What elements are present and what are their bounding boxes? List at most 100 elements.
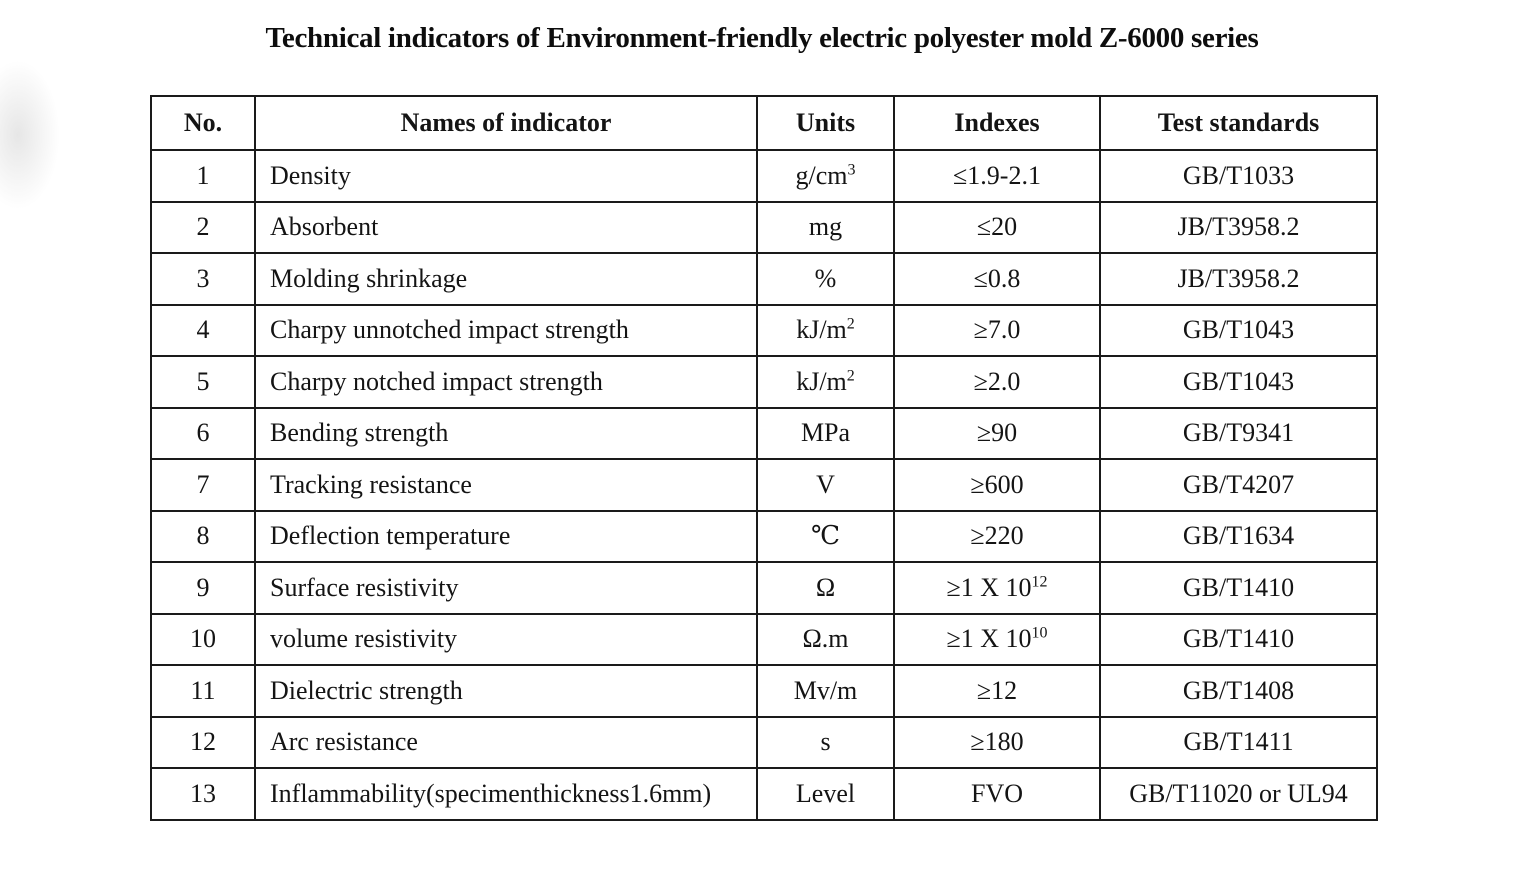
row-number-text: 13 — [190, 778, 216, 808]
indicator-unit-text: Ω.m — [802, 624, 849, 654]
row-number: 13 — [150, 767, 256, 821]
indicator-unit: Ω — [756, 561, 895, 615]
indicator-name: Deflection temperature — [254, 509, 758, 563]
indicator-unit-text: Level — [795, 778, 856, 808]
indicator-name: Surface resistivity — [254, 561, 758, 615]
indicator-index-text: ≥600 — [970, 469, 1024, 499]
indicator-name-text: Density — [270, 160, 351, 190]
table-row: 13 Inflammability(specimenthickness1.6mm)… — [150, 767, 1378, 821]
test-standard-text: JB/T3958.2 — [1177, 212, 1300, 242]
row-number: 2 — [150, 200, 256, 254]
indicator-index: ≤0.8 — [893, 252, 1101, 306]
row-number: 11 — [150, 664, 256, 718]
indicator-name: Dielectric strength — [254, 664, 758, 718]
indicator-index-text: ≥12 — [976, 675, 1018, 705]
test-standard-text: GB/T4207 — [1182, 469, 1295, 499]
indicator-index-text: ≥90 — [976, 418, 1018, 448]
row-number: 8 — [150, 509, 256, 563]
row-number: 4 — [150, 303, 256, 357]
test-standard-text: GB/T1043 — [1182, 315, 1295, 345]
header-no: No. — [150, 95, 256, 151]
indicator-unit-text: Mv/m — [793, 675, 858, 705]
indicator-index: ≥220 — [893, 509, 1101, 563]
indicator-name-text: Dielectric strength — [270, 675, 463, 705]
indicator-name-text: Surface resistivity — [270, 572, 459, 602]
indicator-index: ≥90 — [893, 406, 1101, 460]
indicator-name: Bending strength — [254, 406, 758, 460]
test-standard: GB/T1411 — [1099, 715, 1378, 769]
row-number: 3 — [150, 252, 256, 306]
indicator-index: ≥1 X 1010 — [893, 612, 1101, 666]
test-standard-text: GB/T1043 — [1182, 366, 1295, 396]
test-standard: GB/T1043 — [1099, 355, 1378, 409]
indicator-unit-text: kJ/m — [796, 366, 847, 396]
header-name: Names of indicator — [254, 95, 758, 151]
indicator-index-text: ≥220 — [970, 521, 1024, 551]
indicator-index: ≤20 — [893, 200, 1101, 254]
indicator-name-text: Absorbent — [270, 212, 379, 242]
indicator-name: Molding shrinkage — [254, 252, 758, 306]
indicator-index-text: ≤1.9-2.1 — [953, 160, 1041, 190]
test-standard-text: GB/T1411 — [1183, 727, 1294, 757]
test-standard: GB/T1033 — [1099, 149, 1378, 203]
indicator-unit: Ω.m — [756, 612, 895, 666]
indicator-unit-superscript: 2 — [846, 367, 855, 385]
indicator-name: volume resistivity — [254, 612, 758, 666]
indicator-index-text: FVO — [970, 778, 1023, 808]
indicator-unit: kJ/m2 — [756, 355, 895, 409]
test-standard: GB/T9341 — [1099, 406, 1378, 460]
row-number-text: 7 — [196, 469, 210, 499]
row-number-text: 4 — [196, 315, 210, 345]
indicator-name: Absorbent — [254, 200, 758, 254]
indicator-unit-text: Ω — [815, 572, 836, 602]
test-standard-text: GB/T11020 or UL94 — [1129, 778, 1348, 808]
indicator-unit: Mv/m — [756, 664, 895, 718]
table-row: 4 Charpy unnotched impact strength kJ/m2 ≥7… — [150, 303, 1378, 357]
indicator-unit-text: mg — [808, 212, 843, 242]
indicator-name-text: Bending strength — [270, 418, 449, 448]
indicator-unit-text: % — [814, 263, 837, 293]
row-number-text: 12 — [190, 727, 216, 757]
indicator-name-text: Tracking resistance — [270, 469, 472, 499]
test-standard: GB/T1410 — [1099, 561, 1378, 615]
indicator-index-text: ≤0.8 — [973, 263, 1021, 293]
row-number-text: 1 — [196, 160, 210, 190]
test-standard-text: GB/T1410 — [1182, 624, 1295, 654]
header-indexes: Indexes — [893, 95, 1101, 151]
indicator-name: Arc resistance — [254, 715, 758, 769]
indicator-unit-text: g/cm — [795, 160, 848, 190]
header-units: Units — [756, 95, 895, 151]
indicator-name-text: Charpy unnotched impact strength — [270, 315, 629, 345]
row-number-text: 2 — [196, 212, 210, 242]
test-standard-text: GB/T9341 — [1182, 418, 1295, 448]
indicator-name: Inflammability(specimenthickness1.6mm) — [254, 767, 758, 821]
test-standard: GB/T1410 — [1099, 612, 1378, 666]
row-number-text: 3 — [196, 263, 210, 293]
indicator-index: ≥2.0 — [893, 355, 1101, 409]
row-number-text: 9 — [196, 572, 210, 602]
indicator-index: ≤1.9-2.1 — [893, 149, 1101, 203]
indicator-name: Charpy unnotched impact strength — [254, 303, 758, 357]
test-standard-text: GB/T1634 — [1182, 521, 1295, 551]
row-number-text: 5 — [196, 366, 210, 396]
indicator-unit: g/cm3 — [756, 149, 895, 203]
table-row: 9 Surface resistivity Ω ≥1 X 1012 GB/T1410 — [150, 561, 1378, 615]
indicator-name: Tracking resistance — [254, 458, 758, 512]
row-number-text: 10 — [190, 624, 216, 654]
test-standard: JB/T3958.2 — [1099, 252, 1378, 306]
indicator-unit-text: s — [820, 727, 831, 757]
indicator-index: ≥600 — [893, 458, 1101, 512]
indicator-index: ≥1 X 1012 — [893, 561, 1101, 615]
indicator-index: FVO — [893, 767, 1101, 821]
row-number: 5 — [150, 355, 256, 409]
indicator-name-text: Molding shrinkage — [270, 263, 468, 293]
row-number: 10 — [150, 612, 256, 666]
header-standards: Test standards — [1099, 95, 1378, 151]
row-number-text: 11 — [190, 675, 216, 705]
indicator-unit: ℃ — [756, 509, 895, 563]
table-header-row: No. Names of indicator Units Indexes Tes… — [150, 95, 1378, 151]
table-row: 1 Density g/cm3 ≤1.9-2.1 GB/T1033 — [150, 149, 1378, 203]
indicator-index-superscript: 10 — [1031, 624, 1048, 642]
indicator-unit-text: ℃ — [810, 521, 841, 551]
indicator-unit: V — [756, 458, 895, 512]
